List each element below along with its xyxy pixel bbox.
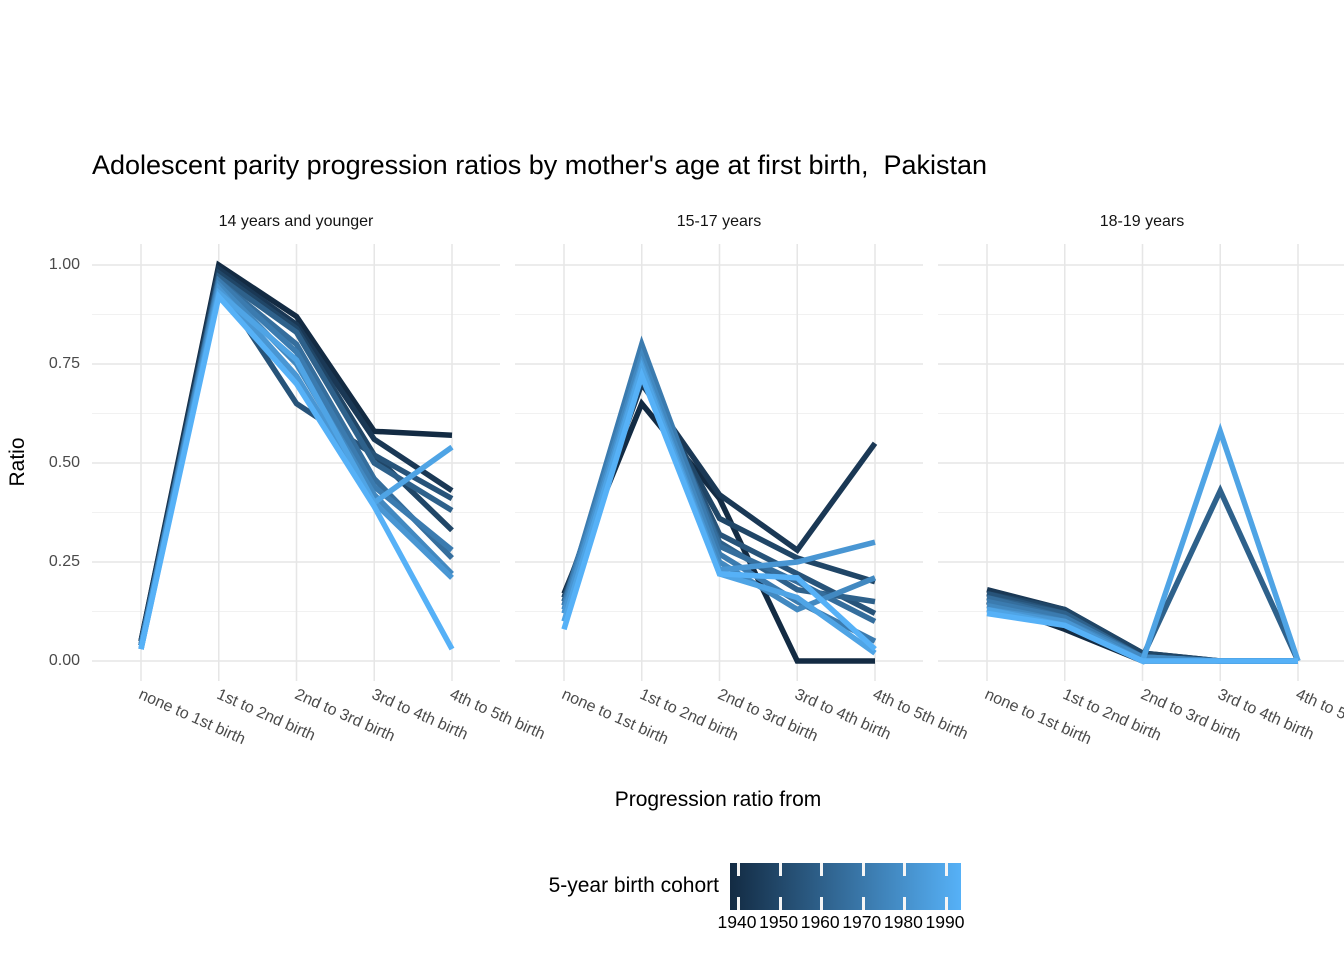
colorbar-tick: [778, 897, 782, 910]
legend-tick-label: 1980: [883, 912, 923, 932]
colorbar-tick: [861, 863, 865, 876]
legend-tick-label: 1970: [842, 912, 882, 932]
y-tick-label: 0.00: [48, 651, 80, 669]
facet-strip: 14 years and younger: [218, 213, 374, 230]
facet-strip: 18-19 years: [1099, 213, 1185, 230]
colorbar-tick: [903, 897, 907, 910]
legend-title: 5-year birth cohort: [548, 874, 719, 897]
colorbar-tick: [737, 863, 740, 876]
legend-tick-label: 1950: [759, 912, 799, 932]
y-tick-label: 0.75: [48, 354, 80, 372]
colorbar-tick: [945, 863, 948, 876]
y-tick-label: 0.50: [48, 453, 80, 471]
series-line-1990: [986, 610, 1298, 664]
chart-title: Adolescent parity progression ratios by …: [92, 150, 988, 180]
colorbar-tick: [737, 897, 740, 910]
colorbar-tick: [945, 897, 948, 910]
colorbar-tick: [778, 863, 782, 876]
panel-3: [938, 243, 1344, 681]
legend-tick-label: 1960: [800, 912, 840, 932]
colorbar-tick: [861, 897, 865, 910]
series-line-1990: [561, 367, 877, 651]
x-axis-title: Progression ratio from: [614, 788, 822, 811]
y-tick-label: 1.00: [48, 255, 80, 273]
y-tick-label: 0.25: [48, 552, 80, 570]
legend-tick-label: 1990: [925, 912, 965, 932]
panel-2: [515, 243, 923, 681]
colorbar-tick: [903, 863, 907, 876]
facet-strip: 15-17 years: [676, 213, 762, 230]
colorbar-tick: [820, 897, 824, 910]
panel-1: [92, 243, 500, 681]
colorbar-tick: [820, 863, 824, 876]
series-line-1990: [138, 290, 455, 650]
legend-tick-label: 1940: [717, 912, 757, 932]
legend-colorbar: [730, 863, 961, 910]
